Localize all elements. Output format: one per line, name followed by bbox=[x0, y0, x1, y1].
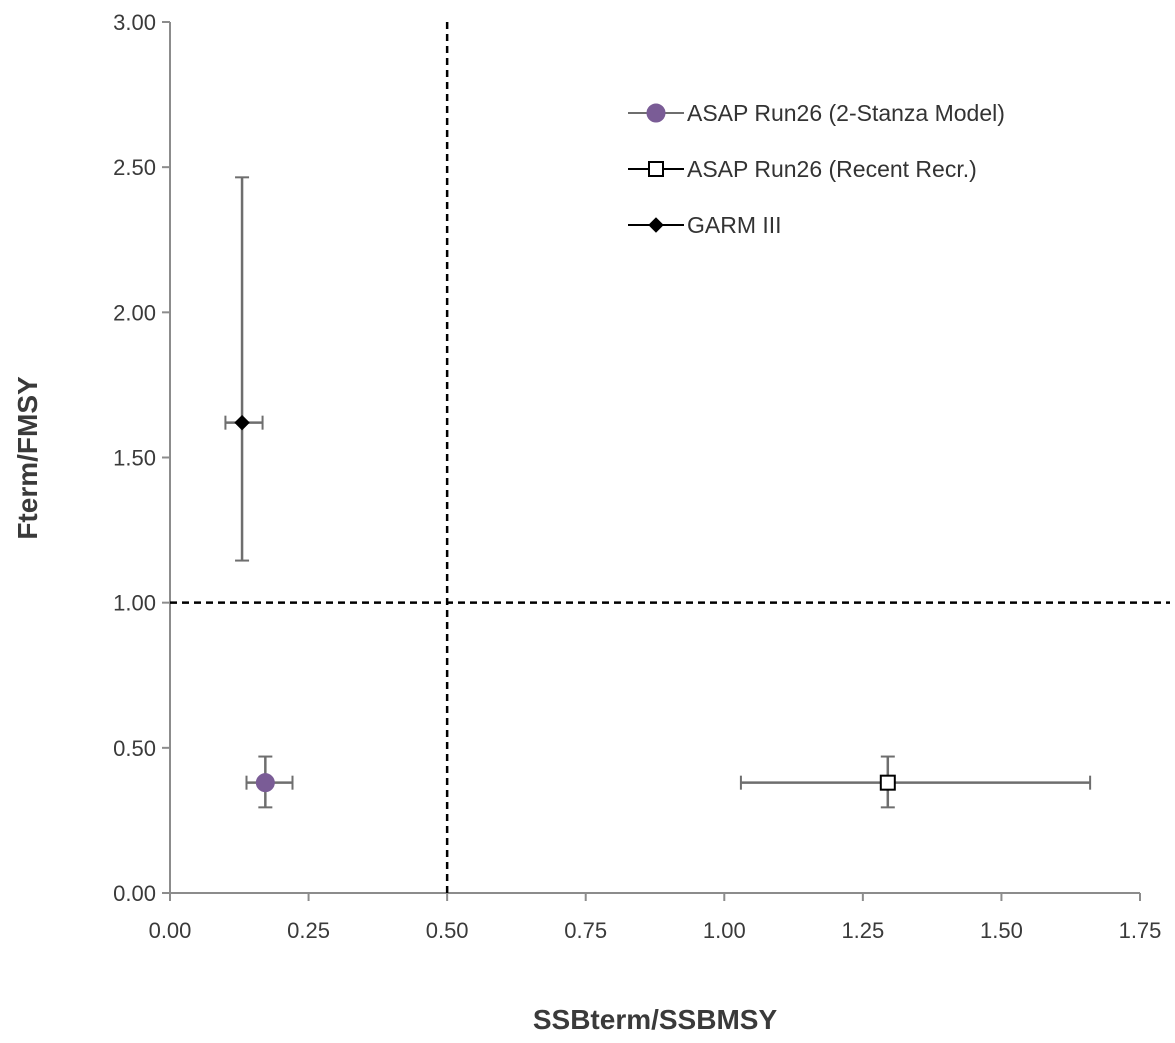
reference-lines bbox=[170, 22, 1170, 893]
data-point bbox=[879, 774, 896, 791]
legend: ASAP Run26 (2-Stanza Model) ASAP Run26 (R… bbox=[628, 100, 1005, 238]
legend-item-2: ASAP Run26 (Recent Recr.) bbox=[628, 156, 977, 182]
data-point bbox=[234, 414, 250, 431]
legend-item-1: ASAP Run26 (2-Stanza Model) bbox=[628, 100, 1005, 126]
x-axis-title: SSBterm/SSBMSY bbox=[533, 1004, 778, 1035]
series-3 bbox=[224, 176, 264, 562]
x-tick-label: 0.50 bbox=[426, 918, 469, 943]
x-tick-label: 0.00 bbox=[149, 918, 192, 943]
y-tick-label: 1.00 bbox=[113, 591, 156, 616]
legend-label: ASAP Run26 (Recent Recr.) bbox=[687, 156, 977, 182]
series-1 bbox=[245, 755, 294, 809]
x-tick-label: 1.00 bbox=[703, 918, 746, 943]
y-tick-label: 0.50 bbox=[113, 736, 156, 761]
legend-label: GARM III bbox=[687, 212, 782, 238]
y-axis-title: Fterm/FMSY bbox=[12, 376, 43, 540]
y-tick-label: 0.00 bbox=[113, 881, 156, 906]
y-tick-label: 1.50 bbox=[113, 446, 156, 471]
legend-label: ASAP Run26 (2-Stanza Model) bbox=[687, 100, 1005, 126]
y-tick-label: 2.00 bbox=[113, 300, 156, 325]
x-tick-label: 1.25 bbox=[841, 918, 884, 943]
y-tick-label: 2.50 bbox=[113, 155, 156, 180]
x-tick-label: 1.50 bbox=[980, 918, 1023, 943]
axes: 0.00 0.25 0.50 0.75 1.00 1.25 1.50 1.75 0.00 0.50… bbox=[113, 10, 1161, 943]
x-tick-label: 0.75 bbox=[564, 918, 607, 943]
data-series bbox=[224, 176, 1092, 809]
x-tick-label: 0.25 bbox=[287, 918, 330, 943]
y-tick-label: 3.00 bbox=[113, 10, 156, 35]
legend-marker bbox=[646, 103, 666, 123]
legend-marker bbox=[648, 217, 664, 233]
data-point bbox=[255, 773, 275, 793]
legend-marker bbox=[648, 161, 664, 177]
legend-item-3: GARM III bbox=[628, 212, 782, 238]
series-2 bbox=[739, 755, 1092, 809]
x-tick-label: 1.75 bbox=[1119, 918, 1162, 943]
